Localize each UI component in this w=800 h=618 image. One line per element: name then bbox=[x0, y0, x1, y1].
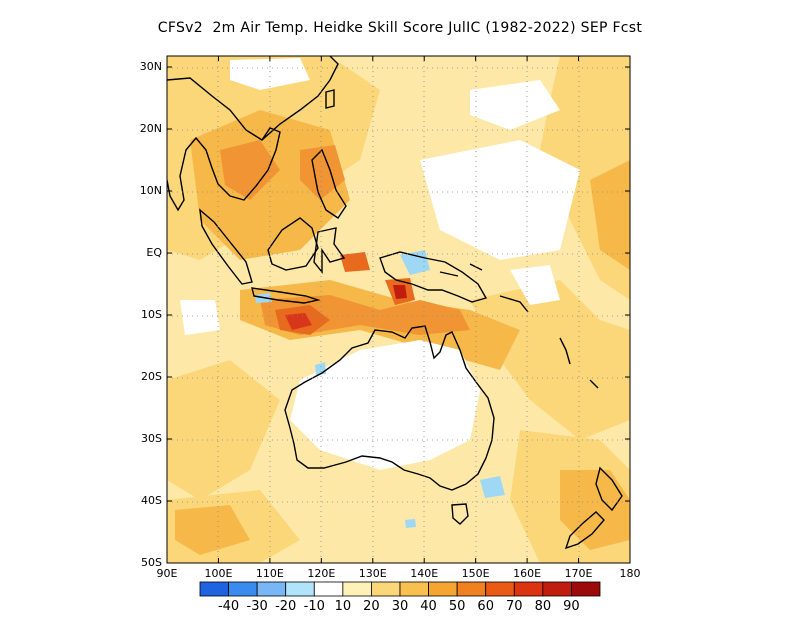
shade-region-white bbox=[230, 58, 310, 90]
colorbar-label: 90 bbox=[563, 599, 580, 614]
shade-region-hot bbox=[285, 313, 312, 330]
shade-region-intense bbox=[340, 252, 370, 272]
coastline-taiwan bbox=[325, 89, 335, 109]
colorbar-label: 20 bbox=[363, 599, 380, 614]
colorbar-label: -30 bbox=[246, 599, 268, 614]
lat-tick-label: 50S bbox=[141, 556, 162, 569]
lon-tick-label: 100E bbox=[204, 567, 233, 580]
colorbar-swatch bbox=[199, 581, 229, 597]
shade-region-medium bbox=[175, 505, 250, 555]
coastline-sumatra bbox=[199, 208, 253, 285]
colorbar-swatch bbox=[256, 581, 287, 597]
shade-region-white bbox=[510, 265, 560, 305]
coastline-borneo bbox=[267, 217, 319, 271]
map-frame bbox=[166, 55, 631, 564]
coastline-philippines bbox=[311, 148, 347, 219]
lat-tick-label: 30S bbox=[141, 432, 162, 445]
shade-region-white bbox=[470, 80, 560, 130]
colorbar-label: -40 bbox=[217, 599, 240, 614]
colorbar-swatch bbox=[485, 581, 515, 597]
colorbar-swatch bbox=[513, 581, 544, 597]
coastline-new-zealand bbox=[595, 466, 623, 512]
colorbar-swatch bbox=[228, 581, 258, 597]
coastlines bbox=[167, 56, 623, 550]
lon-tick-label: 180 bbox=[619, 567, 641, 580]
colorbar bbox=[199, 581, 601, 597]
colorbar-label: 50 bbox=[448, 599, 466, 614]
colorbar-swatch bbox=[399, 581, 429, 597]
coastline-tasmania bbox=[451, 503, 469, 525]
lat-tick-label: 30N bbox=[139, 60, 162, 73]
lon-tick-label: 140E bbox=[410, 567, 439, 580]
colorbar-label: 40 bbox=[420, 599, 437, 614]
colorbar-swatch bbox=[371, 581, 401, 597]
lon-tick-label: 160E bbox=[513, 567, 542, 580]
shade-region-white bbox=[420, 140, 580, 260]
coastline-sulawesi bbox=[313, 227, 346, 274]
lon-tick-label: 150E bbox=[461, 567, 490, 580]
lat-tick-label: 40S bbox=[141, 494, 162, 507]
coastline-java bbox=[251, 287, 321, 304]
shade-region-negative bbox=[400, 250, 430, 275]
tick-marks bbox=[166, 56, 631, 564]
colorbar-label: 30 bbox=[391, 599, 409, 614]
shade-region-hot bbox=[393, 285, 407, 299]
colorbar-swatch bbox=[342, 581, 372, 597]
coastline-new-zealand bbox=[564, 511, 605, 550]
shade-region-medium bbox=[560, 470, 630, 550]
colorbar-swatch bbox=[571, 581, 601, 597]
shade-region-negative bbox=[480, 476, 505, 498]
shade-region-strong bbox=[220, 140, 280, 200]
shade-region-white bbox=[180, 300, 220, 335]
colorbar-label: 10 bbox=[334, 599, 352, 614]
lat-tick-label: EQ bbox=[146, 246, 162, 259]
colorbar-swatch bbox=[428, 581, 458, 597]
shade-region-white bbox=[290, 340, 480, 470]
colorbar-label: -20 bbox=[275, 599, 297, 614]
colorbar-label: -10 bbox=[303, 599, 325, 614]
colorbar-label: 60 bbox=[477, 599, 494, 614]
lon-tick-label: 170E bbox=[564, 567, 593, 580]
coastline-islands bbox=[499, 295, 599, 389]
gridlines bbox=[167, 56, 630, 563]
lon-tick-label: 130E bbox=[358, 567, 387, 580]
shade-region-medium bbox=[590, 160, 630, 270]
coastline-australia bbox=[284, 325, 495, 491]
coastline-new-guinea bbox=[379, 251, 488, 303]
coastline-china bbox=[261, 56, 339, 141]
lat-tick-label: 10S bbox=[141, 308, 162, 321]
coastline-se-asia bbox=[167, 77, 281, 212]
colorbar-swatch bbox=[542, 581, 572, 597]
shade-region-negative bbox=[405, 519, 416, 528]
colorbar-swatch bbox=[285, 581, 315, 597]
lon-tick-label: 90E bbox=[156, 567, 178, 580]
map-title: CFSv2 2m Air Temp. Heidke Skill Score Ju… bbox=[157, 20, 643, 36]
lat-tick-label: 20N bbox=[139, 122, 162, 135]
lon-tick-label: 110E bbox=[255, 567, 284, 580]
colorbar-swatch bbox=[313, 581, 344, 597]
colorbar-label: 80 bbox=[534, 599, 552, 614]
lat-tick-label: 20S bbox=[141, 370, 162, 383]
shade-region-light bbox=[167, 360, 280, 500]
shade-region-light bbox=[470, 280, 630, 440]
shade-region-strong bbox=[300, 145, 345, 200]
colorbar-label: 70 bbox=[506, 599, 523, 614]
lon-tick-label: 120E bbox=[307, 567, 336, 580]
colorbar-swatch bbox=[456, 581, 487, 597]
lat-tick-label: 10N bbox=[139, 184, 162, 197]
